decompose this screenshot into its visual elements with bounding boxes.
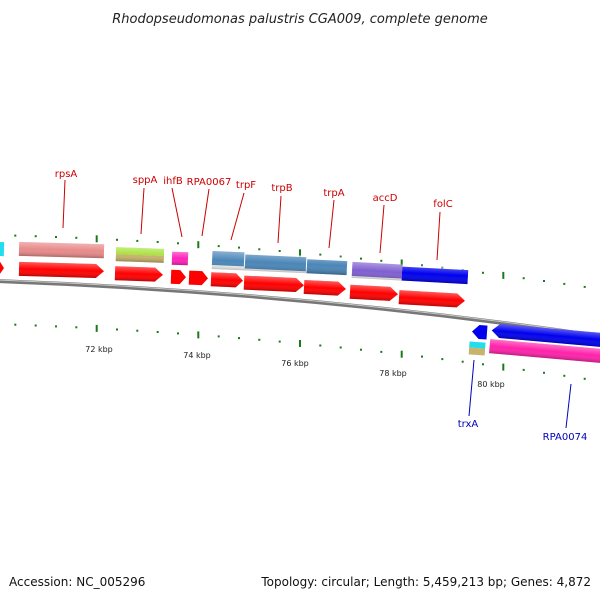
genome-summary-label: Topology: circular; Length: 5,459,213 bp… (260, 575, 591, 589)
scale-label-78kbp: 78 kbp (379, 369, 407, 378)
scale-label-74kbp: 74 kbp (183, 351, 211, 360)
cds-arrow-trxA[interactable] (472, 325, 488, 340)
scale-label-80kbp: 80 kbp (477, 380, 505, 389)
gene-block-trxA[interactable] (469, 341, 486, 349)
gene-block-accD-folC-shade (351, 261, 469, 285)
genome-backbone (0, 279, 600, 339)
cds-arrow-trpA-shade (303, 279, 346, 296)
gene-label-sppA[interactable]: sppA (133, 175, 158, 186)
cds-arrow-RPA0074-shade (491, 324, 600, 348)
leader-trxA (468, 359, 475, 417)
reverse-gene-labels: trxA RPA0074 (458, 359, 588, 443)
forward-gene-labels: rpsA sppA ihfB RPA0067 trpF trpB trpA ac… (55, 169, 453, 261)
cds-arrow-sppA-shade (114, 266, 163, 282)
leader-accD (379, 204, 385, 254)
leader-trpA (328, 199, 335, 249)
gene-block-sppA-shade (115, 247, 165, 263)
leader-ihfB (171, 187, 183, 238)
gene-label-RPA0067[interactable]: RPA0067 (187, 177, 232, 188)
scale-label-72kbp: 72 kbp (85, 345, 113, 354)
genome-backbone-highlight (0, 279, 600, 336)
cds-arrow-folC-shade (398, 290, 465, 308)
cds-arrow-RPA0067[interactable] (188, 270, 209, 286)
cds-arrow-ihfB[interactable] (170, 269, 187, 285)
gene-label-accD[interactable]: accD (373, 193, 398, 204)
inner-tick-track (14, 323, 586, 380)
gene-label-rpsA[interactable]: rpsA (55, 169, 78, 180)
gene-block-ihfB-shade (171, 251, 189, 266)
gene-label-folC[interactable]: folC (433, 199, 452, 210)
cds-arrow-trpB-shade (243, 275, 304, 293)
gene-label-trpB[interactable]: trpB (271, 183, 292, 194)
gene-block-leftedge[interactable] (0, 241, 5, 257)
leader-trpF (230, 192, 245, 241)
cds-arrow-leftedge[interactable] (0, 261, 4, 274)
leader-RPA0067 (201, 188, 210, 237)
leader-RPA0074 (565, 383, 572, 429)
cds-arrow-accD-shade (349, 284, 398, 301)
accession-label: Accession: NC_005296 (9, 575, 145, 589)
gene-block-trp-shade (211, 250, 348, 276)
map-title: Rhodopseudomonas palustris CGA009, compl… (112, 12, 488, 27)
cds-arrow-trpF-shade (210, 272, 243, 288)
gene-block-trxA-lower (468, 347, 486, 356)
gene-label-trpF[interactable]: trpF (236, 180, 256, 191)
leader-rpsA (62, 179, 66, 229)
leader-trpB (277, 195, 282, 244)
leader-folC (436, 211, 441, 261)
leader-sppA (140, 187, 145, 235)
gene-label-trpA[interactable]: trpA (323, 188, 344, 199)
cds-arrow-rpsA-shade (18, 261, 104, 278)
gene-label-trxA[interactable]: trxA (458, 419, 479, 430)
gene-block-rpsA-shade (18, 241, 105, 259)
cds-reverse-track (472, 324, 600, 348)
gene-label-ihfB[interactable]: ihfB (163, 176, 183, 187)
feature-track (0, 241, 600, 364)
cds-forward-track (0, 261, 465, 308)
scale-label-76kbp: 76 kbp (281, 359, 309, 368)
gene-label-RPA0074[interactable]: RPA0074 (543, 432, 588, 443)
gene-block-RPA0074-shade (489, 339, 600, 364)
